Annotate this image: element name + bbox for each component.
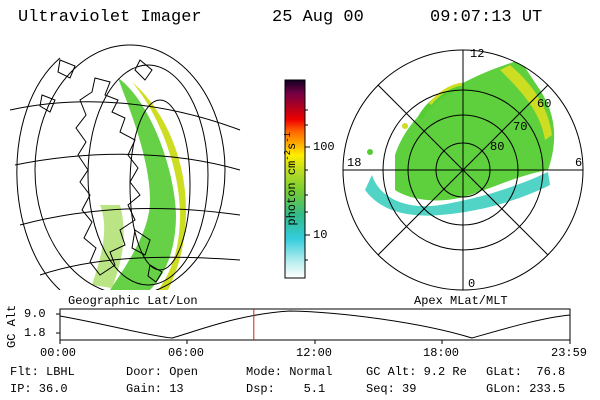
colorbar-tick-10: 10	[313, 228, 328, 242]
colorbar-unit-s: s	[285, 142, 299, 150]
aurora-edge-geo	[132, 82, 186, 290]
aurora-patch-2	[367, 149, 373, 155]
aurora-arc-2	[428, 82, 463, 105]
aurora-oval-yellow	[500, 65, 552, 140]
door-readout: Door: Open	[126, 365, 199, 379]
alt-xtick-4: 23:59	[551, 346, 588, 360]
alt-xtick-1: 06:00	[168, 346, 205, 360]
mode-readout: Mode: Normal	[246, 365, 333, 379]
parallel-2	[14, 153, 241, 171]
seq-readout: Seq: 39	[366, 382, 417, 396]
dsp-readout: Dsp: 5.1	[246, 382, 326, 396]
parallel-4	[39, 256, 241, 276]
glon-readout: GLon: 233.5	[486, 382, 566, 396]
colorbar-unit-exp: -2	[283, 149, 293, 161]
coastline-islands	[39, 59, 153, 113]
aurora-haze-geo	[92, 205, 124, 288]
alt-ylabel: GC Alt	[5, 304, 19, 348]
colorbar	[284, 79, 306, 279]
mlat-label-70: 70	[513, 120, 528, 134]
colorbar-unit: photon cm-2s-1	[272, 131, 299, 240]
meridian-ring-1	[34, 44, 226, 290]
gain-readout: Gain: 13	[126, 382, 184, 396]
mlt-label-6: 6	[575, 156, 583, 170]
polar-grid	[342, 49, 584, 291]
polar-diag-2	[377, 84, 549, 256]
polar-aurora	[365, 60, 555, 216]
alt-curve	[59, 310, 571, 339]
gc-alt-readout: GC Alt: 9.2 Re	[366, 365, 467, 379]
colorbar-unit-base: photon cm	[285, 160, 299, 226]
meridian-ring-3	[129, 99, 191, 271]
alt-plot-frame	[59, 308, 571, 341]
colorbar-tick-100: 100	[313, 140, 335, 154]
mlt-label-18: 18	[347, 156, 362, 170]
time-label: 09:07:13 UT	[430, 8, 543, 27]
aurora-oval-main	[395, 60, 555, 201]
glat-readout: GLat: 76.8	[486, 365, 566, 379]
mlat-label-60: 60	[537, 97, 552, 111]
alt-xtick-2: 12:00	[296, 346, 333, 360]
coastline-lakes	[131, 229, 163, 283]
alt-ymin: 1.8	[24, 326, 46, 340]
parallel-1	[9, 101, 241, 131]
parallel-3	[19, 207, 241, 226]
mlt-label-0: 0	[468, 277, 476, 291]
meridian-ring-2	[87, 64, 209, 286]
alt-xtick-0: 00:00	[40, 346, 77, 360]
alt-y-ticks	[56, 313, 60, 334]
alt-x-ticks	[59, 340, 571, 344]
alt-ymax: 9.0	[24, 307, 46, 321]
geographic-caption: Geographic Lat/Lon	[68, 294, 198, 308]
aurora-arc	[417, 85, 461, 120]
mlt-label-12: 12	[470, 47, 485, 61]
colorbar-ticks	[305, 109, 310, 261]
aurora-band-geo	[110, 78, 176, 290]
mlat-label-80: 80	[490, 140, 505, 154]
instrument-title: Ultraviolet Imager	[18, 8, 202, 27]
aurora-patch	[402, 123, 408, 129]
colorbar-unit-s-exp: -1	[283, 131, 293, 143]
filter-readout: Flt: LBHL	[10, 365, 75, 379]
date-label: 25 Aug 00	[272, 8, 364, 27]
geographic-map	[9, 44, 241, 290]
globe-limb	[16, 57, 61, 290]
alt-xtick-3: 18:00	[423, 346, 460, 360]
apex-caption: Apex MLat/MLT	[414, 294, 508, 308]
ip-readout: IP: 36.0	[10, 382, 68, 396]
coastline	[75, 77, 141, 276]
